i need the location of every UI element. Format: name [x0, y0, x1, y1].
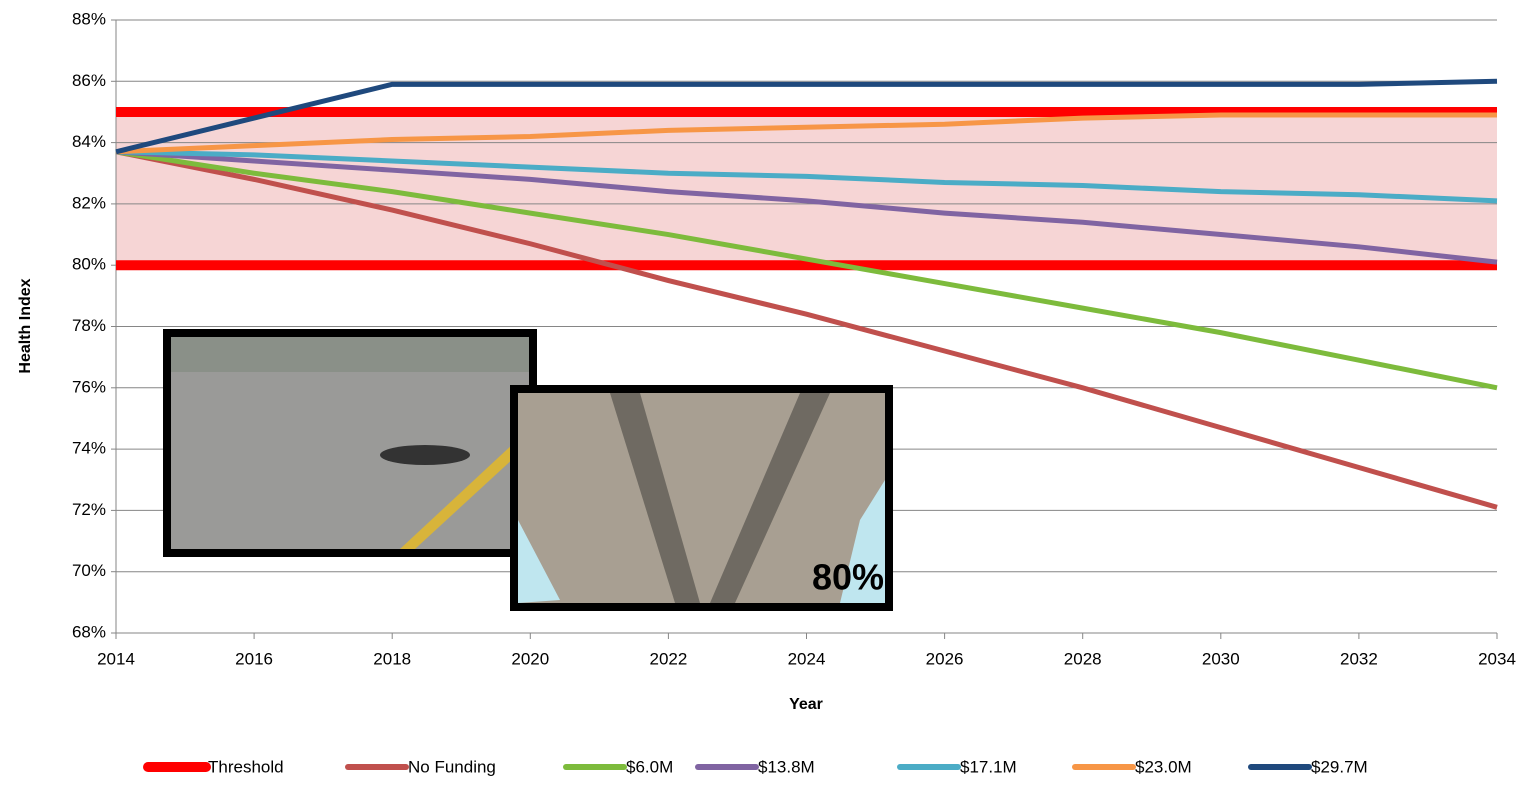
x-tick-label: 2020: [511, 649, 549, 668]
photo-bridge-girder: [710, 393, 830, 603]
x-axis-label: Year: [789, 696, 823, 713]
x-tick-label: 2032: [1340, 649, 1378, 668]
x-tick-label: 2018: [373, 649, 411, 668]
y-tick-label: 72%: [72, 500, 106, 519]
photo-road-stripe: [400, 430, 528, 549]
x-tick-label: 2026: [926, 649, 964, 668]
x-tick-label: 2034: [1478, 649, 1516, 668]
photo-bridge: [510, 385, 893, 611]
y-tick-label: 76%: [72, 377, 106, 396]
series-line: [115, 78, 1498, 155]
y-tick-label: 78%: [72, 316, 106, 335]
y-tick-label: 80%: [72, 255, 106, 274]
y-axis-label: Health Index: [17, 278, 34, 373]
series-line: [115, 149, 1498, 265]
legend-label: $17.1M: [960, 757, 1017, 776]
y-tick-label: 70%: [72, 561, 106, 580]
photo-road-pothole: [380, 445, 470, 465]
legend-label: $6.0M: [626, 757, 673, 776]
legend-label: No Funding: [408, 757, 496, 776]
y-tick-label: 88%: [72, 9, 106, 28]
x-tick-label: 2030: [1202, 649, 1240, 668]
photos: 80%: [163, 329, 893, 611]
x-tick-label: 2016: [235, 649, 273, 668]
y-tick-label: 68%: [72, 622, 106, 641]
legend-label: Threshold: [208, 757, 284, 776]
x-tick-label: 2022: [649, 649, 687, 668]
legend-label: $13.8M: [758, 757, 815, 776]
photo-bridge-sky: [518, 520, 560, 603]
series-line: [115, 149, 1498, 510]
photo-road-barrier: [171, 337, 529, 372]
y-tick-label: 74%: [72, 439, 106, 458]
photo-label: 80%: [812, 557, 884, 598]
x-tick-label: 2014: [97, 649, 135, 668]
series-line: [115, 149, 1498, 391]
photo-bridge-sky: [840, 480, 885, 603]
x-tick-label: 2024: [788, 649, 826, 668]
legend-label: $29.7M: [1311, 757, 1368, 776]
y-tick-label: 86%: [72, 71, 106, 90]
y-tick-label: 84%: [72, 132, 106, 151]
x-tick-label: 2028: [1064, 649, 1102, 668]
photo-bridge-girder: [610, 393, 700, 603]
legend-label: $23.0M: [1135, 757, 1192, 776]
y-tick-label: 82%: [72, 193, 106, 212]
series-line: [115, 112, 1497, 155]
series-line: [115, 149, 1498, 204]
